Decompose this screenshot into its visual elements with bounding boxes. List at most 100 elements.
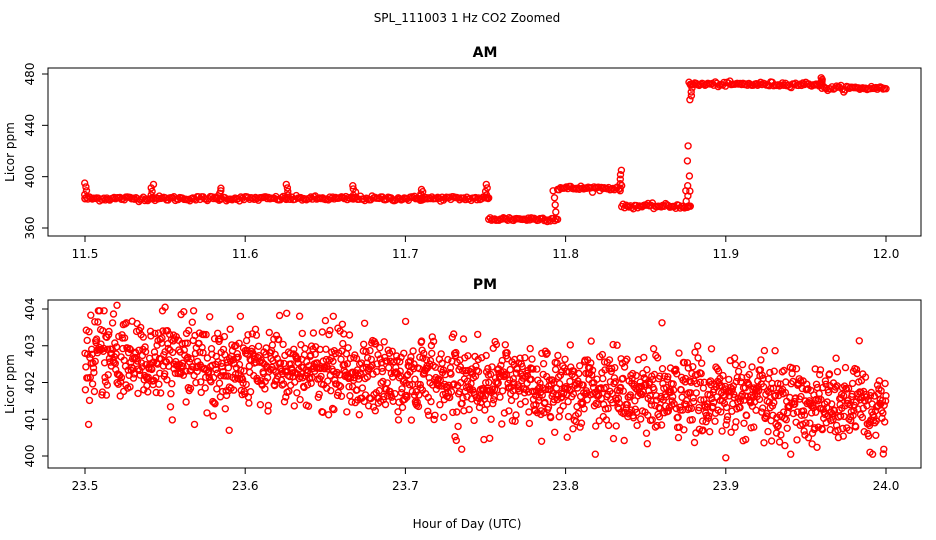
pm-point bbox=[799, 407, 808, 415]
am-point bbox=[551, 201, 559, 209]
pm-point bbox=[385, 364, 393, 372]
pm-point bbox=[381, 400, 390, 409]
pm-point bbox=[273, 375, 281, 383]
pm-point bbox=[793, 436, 801, 444]
am-point bbox=[685, 172, 694, 180]
pm-point bbox=[91, 357, 99, 366]
pm-point bbox=[550, 395, 558, 404]
pm-point bbox=[825, 370, 834, 378]
pm-point bbox=[775, 438, 784, 446]
pm-point bbox=[813, 443, 821, 451]
am-title: AM bbox=[473, 45, 498, 61]
pm-point bbox=[719, 371, 727, 380]
pm-point bbox=[407, 416, 416, 424]
pm-point bbox=[324, 377, 332, 385]
pm-point bbox=[658, 365, 667, 373]
pm-point bbox=[880, 401, 888, 409]
pm-point bbox=[706, 428, 714, 436]
pm-point bbox=[510, 379, 518, 387]
pm-point bbox=[643, 366, 651, 374]
pm-point bbox=[767, 437, 776, 445]
figure-title: SPL_111003 1 Hz CO2 Zoomed bbox=[374, 11, 561, 25]
pm-point bbox=[235, 339, 243, 347]
pm-point bbox=[337, 392, 346, 400]
pm-point bbox=[327, 387, 335, 395]
pm-point bbox=[580, 405, 588, 413]
pm-point bbox=[87, 311, 95, 319]
pm-point bbox=[143, 381, 151, 390]
pm-point bbox=[419, 354, 427, 362]
pm-point bbox=[256, 401, 265, 409]
pm-point bbox=[90, 387, 99, 396]
pm-point bbox=[234, 353, 242, 361]
pm-point bbox=[860, 428, 868, 436]
pm-point bbox=[738, 360, 747, 369]
pm-point bbox=[745, 370, 753, 379]
pm-point bbox=[135, 346, 143, 354]
pm-point bbox=[800, 411, 809, 419]
pm-point bbox=[151, 329, 159, 338]
pm-point bbox=[832, 421, 841, 430]
pm-point bbox=[689, 363, 697, 371]
pm-point bbox=[561, 355, 569, 363]
pm-point bbox=[543, 349, 551, 357]
pm-point bbox=[424, 407, 432, 415]
pm-point bbox=[687, 404, 696, 413]
pm-point bbox=[656, 372, 664, 380]
pm-point bbox=[575, 369, 583, 378]
pm-point bbox=[587, 359, 595, 367]
am-point bbox=[80, 190, 89, 199]
pm-point bbox=[829, 415, 837, 424]
pm-point bbox=[330, 405, 338, 414]
pm-point bbox=[383, 379, 391, 387]
am-point bbox=[684, 142, 692, 150]
pm-point bbox=[295, 312, 304, 320]
pm-point bbox=[648, 416, 656, 424]
pm-point bbox=[81, 386, 90, 394]
pm-point bbox=[271, 381, 279, 390]
pm-point bbox=[694, 354, 702, 362]
pm-point bbox=[675, 349, 683, 357]
pm-point bbox=[639, 369, 647, 378]
pm-y-axis: 400 401 402 403 404 bbox=[23, 298, 48, 467]
pm-point bbox=[212, 365, 220, 374]
pm-point bbox=[371, 407, 379, 415]
am-y-tick-label: 400 bbox=[23, 165, 37, 188]
pm-point bbox=[464, 352, 472, 360]
pm-point bbox=[398, 385, 406, 393]
pm-point bbox=[669, 386, 678, 394]
pm-point bbox=[386, 357, 395, 365]
pm-point bbox=[233, 350, 242, 358]
pm-point bbox=[525, 419, 534, 428]
pm-point bbox=[242, 380, 250, 389]
pm-point bbox=[85, 396, 94, 405]
pm-point bbox=[283, 309, 291, 317]
pm-point bbox=[452, 348, 460, 357]
pm-point bbox=[345, 331, 354, 339]
pm-point bbox=[209, 397, 217, 406]
pm-point bbox=[601, 405, 610, 413]
pm-point bbox=[134, 389, 142, 398]
pm-point bbox=[512, 411, 520, 419]
am-point bbox=[616, 184, 624, 192]
pm-point bbox=[880, 445, 888, 453]
pm-point bbox=[352, 354, 361, 363]
pm-point bbox=[845, 426, 854, 434]
pm-point bbox=[298, 329, 306, 338]
pm-point bbox=[623, 355, 631, 363]
pm-point bbox=[409, 347, 417, 355]
pm-point bbox=[155, 380, 163, 388]
pm-point bbox=[90, 368, 98, 377]
pm-point bbox=[576, 362, 584, 370]
pm-point bbox=[755, 387, 763, 395]
pm-point bbox=[188, 318, 197, 326]
am-point bbox=[688, 84, 696, 92]
pm-point bbox=[136, 371, 144, 379]
pm-point bbox=[158, 334, 166, 342]
pm-point bbox=[579, 381, 587, 389]
pm-point bbox=[383, 357, 391, 365]
pm-point bbox=[189, 307, 198, 315]
pm-point bbox=[742, 435, 750, 444]
am-point bbox=[616, 179, 624, 188]
